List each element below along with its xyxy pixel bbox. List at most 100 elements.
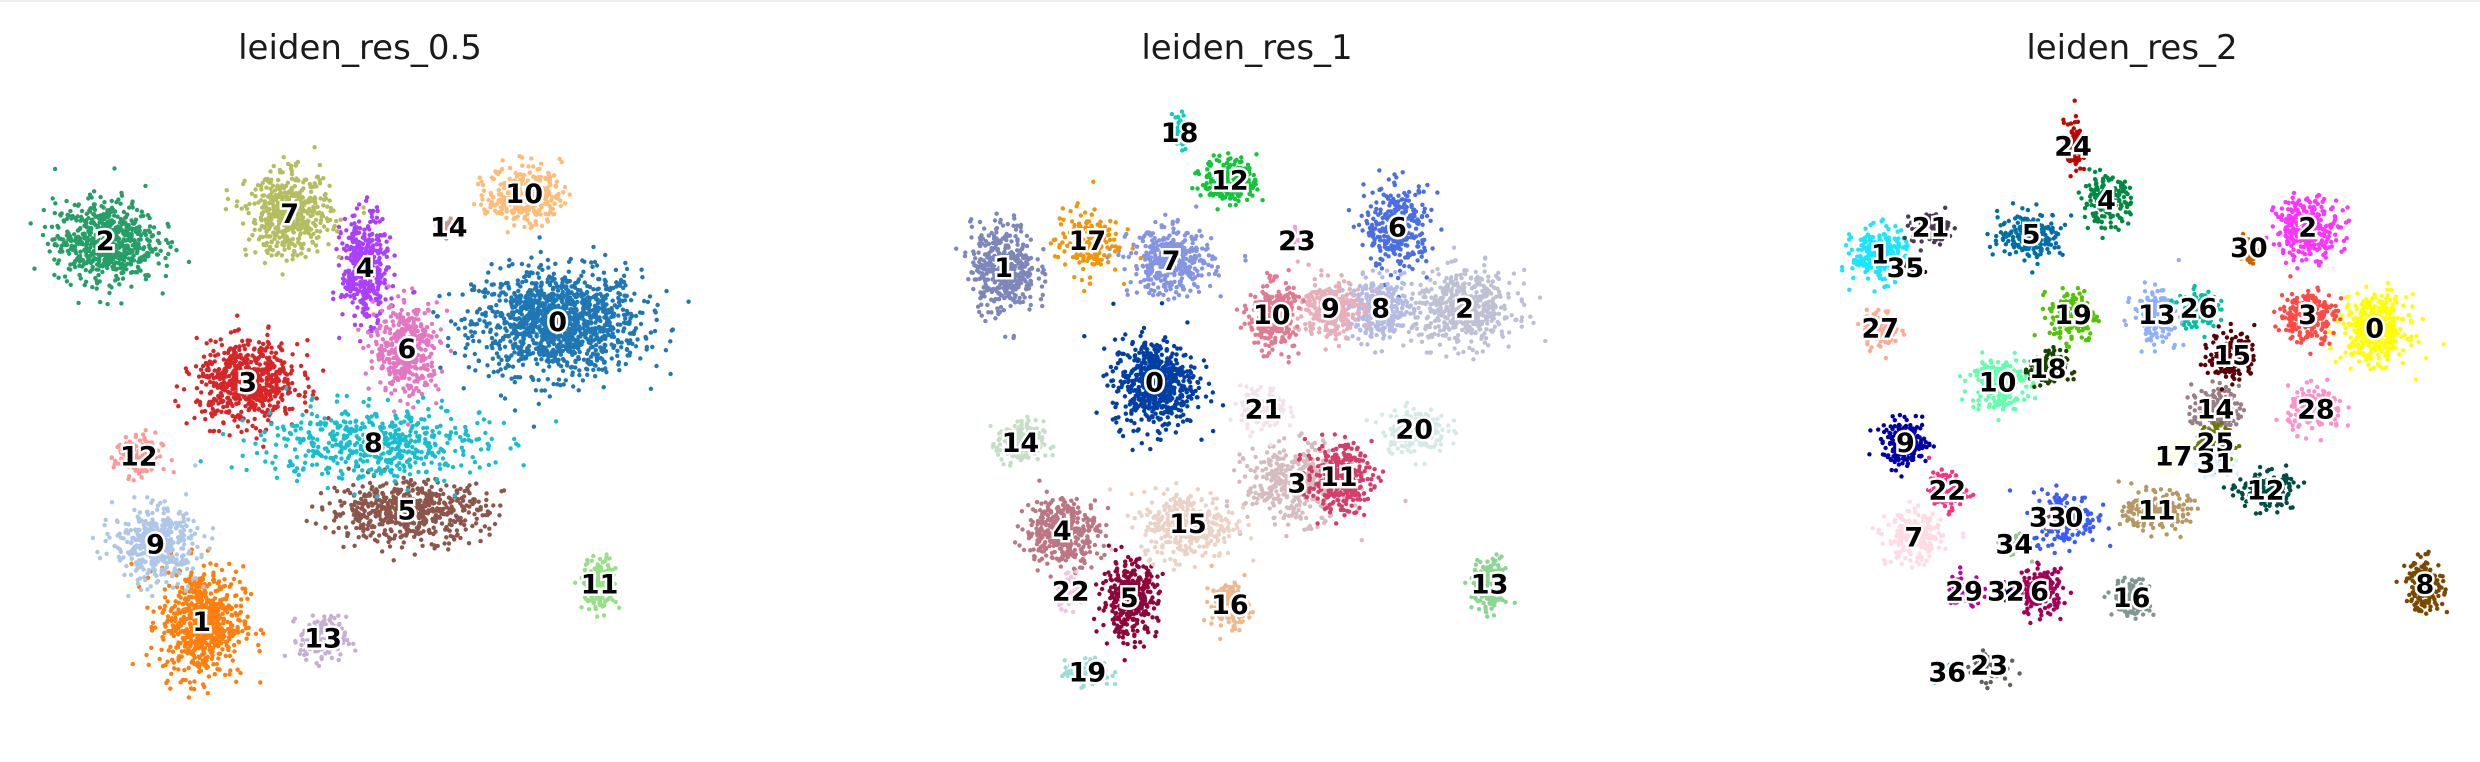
scatter-point bbox=[606, 307, 611, 313]
scatter-point bbox=[463, 345, 468, 351]
scatter-point bbox=[197, 662, 202, 667]
scatter-point bbox=[252, 416, 257, 422]
scatter-point bbox=[352, 322, 358, 327]
scatter-point bbox=[193, 641, 198, 646]
scatter-point bbox=[236, 639, 241, 644]
scatter-point bbox=[528, 329, 533, 334]
scatter-point bbox=[50, 196, 55, 201]
scatter-point bbox=[334, 246, 339, 252]
scatter-point bbox=[323, 191, 328, 197]
scatter-point bbox=[586, 304, 591, 310]
scatter-point bbox=[102, 200, 107, 205]
scatter-point bbox=[166, 240, 171, 246]
scatter-point bbox=[377, 513, 382, 518]
scatter-point bbox=[568, 321, 574, 327]
scatter-point bbox=[477, 306, 482, 312]
scatter-point bbox=[360, 299, 365, 304]
scatter-point bbox=[304, 518, 309, 524]
scatter-point bbox=[105, 210, 110, 215]
scatter-point bbox=[145, 272, 151, 278]
scatter-point bbox=[411, 405, 416, 410]
scatter-point bbox=[248, 591, 254, 597]
scatter-point bbox=[55, 223, 60, 229]
scatter-point bbox=[216, 608, 221, 613]
scatter-point bbox=[405, 311, 411, 317]
scatter-point bbox=[642, 298, 647, 304]
scatter-point bbox=[434, 334, 439, 339]
scatter-point bbox=[545, 377, 550, 382]
scatter-point bbox=[379, 308, 385, 313]
scatter-point bbox=[489, 343, 494, 348]
scatter-point bbox=[342, 294, 347, 299]
scatter-point bbox=[183, 635, 188, 641]
scatter-point bbox=[119, 301, 124, 306]
scatter-point bbox=[619, 345, 624, 350]
scatter-point bbox=[83, 279, 89, 284]
scatter-point bbox=[525, 292, 531, 298]
scatter-point bbox=[165, 614, 171, 619]
scatter-point bbox=[462, 507, 467, 513]
scatter-point bbox=[64, 242, 70, 248]
scatter-point bbox=[561, 382, 566, 387]
scatter-point bbox=[459, 495, 465, 501]
scatter-point bbox=[243, 252, 249, 258]
scatter-point bbox=[569, 290, 574, 295]
scatter-point bbox=[336, 254, 342, 260]
scatter-point bbox=[609, 356, 614, 361]
scatter-point bbox=[232, 628, 237, 634]
scatter-point bbox=[506, 355, 512, 361]
scatter-point bbox=[427, 354, 432, 359]
scatter-point bbox=[336, 224, 342, 230]
scatter-point bbox=[302, 394, 307, 399]
scatter-point bbox=[384, 356, 390, 362]
scatter-point bbox=[218, 598, 223, 603]
scatter-point bbox=[405, 401, 410, 407]
scatter-point bbox=[350, 508, 356, 513]
scatter-point bbox=[260, 398, 265, 403]
scatter-point bbox=[441, 491, 446, 497]
scatter-point bbox=[339, 503, 344, 508]
scatter-point bbox=[225, 350, 231, 356]
scatter-point bbox=[497, 346, 503, 351]
scatter-point bbox=[506, 284, 511, 289]
scatter-point bbox=[68, 246, 74, 251]
scatter-point bbox=[524, 305, 530, 311]
scatter-point bbox=[429, 343, 435, 348]
scatter-point bbox=[455, 532, 460, 537]
scatter-point bbox=[403, 328, 408, 334]
scatter-point bbox=[635, 337, 640, 342]
scatter-point bbox=[161, 637, 166, 642]
scatter-point bbox=[462, 325, 468, 330]
scatter-point bbox=[249, 191, 255, 196]
scatter-point bbox=[598, 318, 603, 324]
scatter-point bbox=[215, 666, 220, 672]
scatter-point bbox=[90, 285, 95, 290]
scatter-point bbox=[75, 214, 80, 219]
scatter-point bbox=[556, 357, 561, 363]
scatter-point bbox=[236, 617, 241, 622]
scatter-point bbox=[111, 256, 116, 262]
scatter-point bbox=[590, 272, 595, 278]
scatter-point bbox=[477, 317, 482, 323]
scatter-point bbox=[134, 207, 140, 213]
scatter-point bbox=[369, 365, 375, 370]
scatter-point bbox=[211, 348, 216, 354]
scatter-point bbox=[96, 214, 101, 219]
scatter-point bbox=[129, 201, 135, 207]
scatter-point bbox=[77, 272, 82, 278]
scatter-point bbox=[72, 232, 77, 237]
scatter-point bbox=[550, 359, 556, 364]
scatter-point bbox=[382, 498, 387, 504]
scatter-point bbox=[96, 267, 101, 272]
scatter-point bbox=[343, 248, 349, 253]
scatter-point bbox=[595, 352, 600, 357]
scatter-point bbox=[668, 339, 673, 344]
scatter-point bbox=[83, 267, 89, 273]
scatter-point bbox=[529, 288, 534, 294]
scatter-point bbox=[478, 528, 483, 533]
scatter-point bbox=[204, 373, 210, 379]
scatter-point bbox=[392, 388, 398, 393]
scatter-point bbox=[78, 225, 83, 231]
scatter-point bbox=[52, 166, 58, 172]
scatter-point bbox=[375, 284, 381, 290]
